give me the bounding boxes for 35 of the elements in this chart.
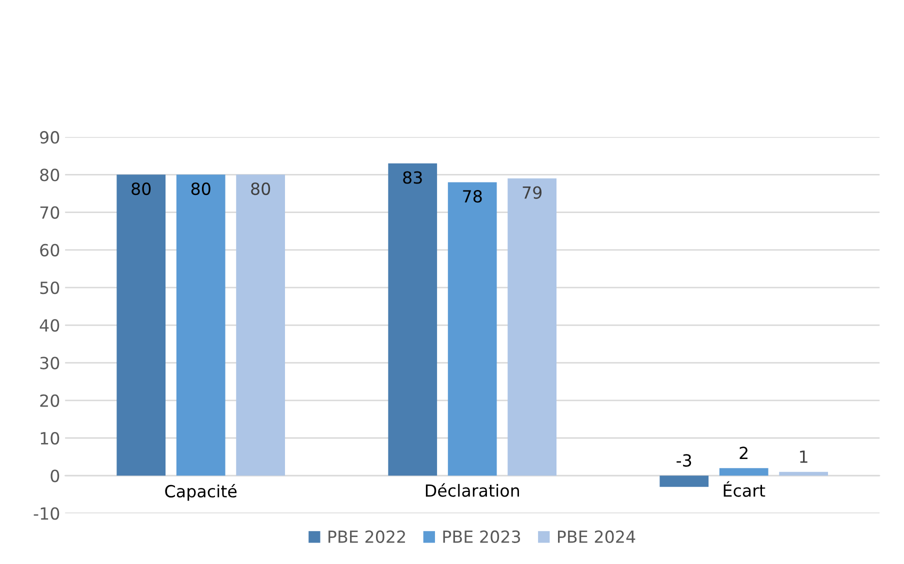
data-label: 80 <box>191 182 210 196</box>
y-tick-label: 90 <box>40 131 60 144</box>
legend-label: PBE 2022 <box>328 530 405 544</box>
y-tick-label: 70 <box>40 206 60 219</box>
y-tick-label: 80 <box>40 168 60 182</box>
bar <box>779 472 828 476</box>
bar <box>660 476 709 487</box>
y-tick-label: 30 <box>40 356 60 370</box>
bar <box>719 468 768 476</box>
x-tick-label: Écart <box>724 481 766 497</box>
y-tick-label: 10 <box>40 432 60 445</box>
data-label: 80 <box>251 182 270 196</box>
bar <box>176 174 226 476</box>
data-label: 83 <box>403 171 422 184</box>
y-tick-label: -10 <box>34 507 60 520</box>
data-label: 78 <box>463 190 482 203</box>
bar <box>448 182 497 476</box>
data-label: 79 <box>522 186 542 199</box>
y-tick-label: 0 <box>50 470 60 482</box>
y-tick-label: 20 <box>40 394 60 407</box>
bar <box>236 174 286 476</box>
bar <box>116 174 166 476</box>
data-label: 2 <box>740 446 748 459</box>
legend-label: PBE 2023 <box>443 530 520 544</box>
data-label: 1 <box>800 450 808 463</box>
y-tick-label: 40 <box>40 319 60 332</box>
x-tick-label: Déclaration <box>426 483 519 497</box>
y-tick-label: 50 <box>40 281 60 294</box>
bar <box>388 163 438 476</box>
y-tick-label: 60 <box>40 244 60 256</box>
data-label: -3 <box>676 454 692 467</box>
legend-label: PBE 2024 <box>558 530 636 544</box>
bar <box>508 178 557 476</box>
data-label: 80 <box>132 182 151 196</box>
x-tick-label: Capacité <box>165 484 237 501</box>
